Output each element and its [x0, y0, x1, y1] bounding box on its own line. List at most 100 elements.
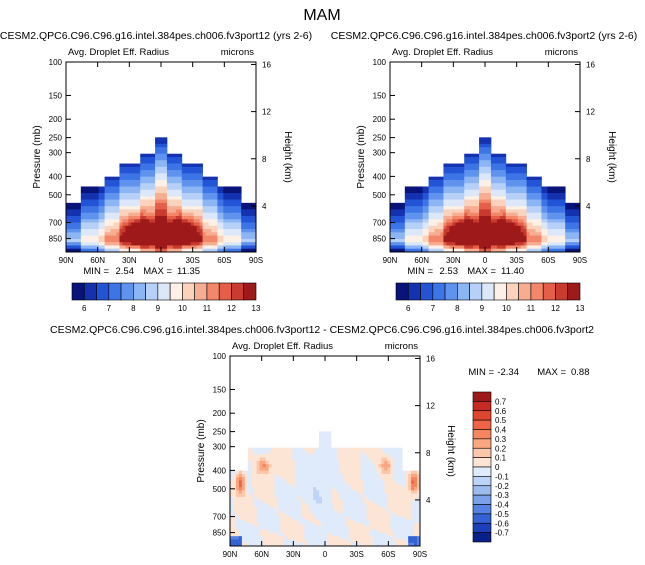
- field-cell: [161, 193, 165, 197]
- field-cell: [190, 235, 195, 240]
- field-cell: [149, 238, 153, 243]
- field-cell: [508, 212, 513, 217]
- field-cell: [327, 506, 332, 511]
- field-cell: [158, 225, 162, 230]
- field-cell: [351, 467, 356, 472]
- field-cell: [499, 222, 504, 227]
- field-cell: [190, 206, 195, 210]
- field-cell: [327, 519, 332, 524]
- field-cell: [553, 248, 557, 252]
- field-cell: [181, 219, 186, 223]
- field-cell: [205, 196, 209, 200]
- field-cell: [77, 212, 82, 217]
- field-cell: [178, 186, 183, 191]
- field-cell: [375, 490, 379, 494]
- field-cell: [304, 526, 308, 531]
- field-cell: [473, 212, 477, 217]
- field-cell: [372, 473, 376, 478]
- field-cell: [113, 229, 117, 233]
- field-cell: [86, 222, 91, 227]
- field-cell: [401, 242, 406, 246]
- field-cell: [238, 238, 242, 243]
- field-cell: [241, 506, 246, 511]
- field-cell: [232, 519, 237, 524]
- field-cell: [363, 516, 367, 521]
- field-cell: [556, 219, 560, 223]
- field-cell: [232, 523, 237, 527]
- field-cell: [292, 516, 296, 521]
- field-cell: [404, 242, 409, 246]
- field-cell: [161, 189, 165, 194]
- x-tick-label: 0: [159, 256, 164, 265]
- field-cell: [92, 215, 97, 220]
- field-cell: [357, 493, 362, 498]
- field-cell: [408, 470, 412, 475]
- field-cell: [333, 490, 338, 494]
- field-cell: [392, 219, 397, 223]
- field-cell: [562, 186, 566, 191]
- field-cell: [357, 509, 362, 514]
- field-cell: [384, 457, 388, 462]
- field-cell: [283, 526, 287, 531]
- field-cell: [360, 519, 364, 524]
- field-cell: [301, 480, 305, 485]
- field-cell: [443, 209, 447, 214]
- field-cell: [378, 470, 382, 475]
- field-cell: [396, 500, 400, 504]
- field-cell: [101, 196, 105, 200]
- field-cell: [393, 496, 397, 501]
- field-cell: [333, 536, 338, 540]
- field-cell: [336, 493, 341, 498]
- field-cell: [333, 539, 338, 544]
- field-cell: [387, 536, 391, 540]
- field-cell: [274, 500, 278, 504]
- field-cell: [274, 509, 278, 514]
- field-cell: [422, 238, 427, 243]
- field-cell: [196, 170, 200, 174]
- field-cell: [511, 170, 516, 174]
- field-cell: [428, 179, 432, 184]
- field-cell: [502, 189, 507, 194]
- field-cell: [271, 542, 275, 546]
- field-cell: [232, 506, 237, 511]
- field-cell: [131, 222, 135, 227]
- field-cell: [298, 480, 302, 485]
- field-cell: [223, 229, 227, 233]
- field-cell: [407, 186, 412, 191]
- field-cell: [80, 225, 85, 230]
- field-cell: [119, 166, 123, 171]
- field-cell: [505, 202, 510, 207]
- field-cell: [517, 229, 522, 233]
- field-cell: [178, 153, 183, 158]
- field-cell: [253, 500, 258, 504]
- field-cell: [342, 509, 347, 514]
- field-cell: [316, 513, 320, 517]
- field-cell: [202, 209, 206, 214]
- field-cell: [363, 519, 367, 524]
- field-cell: [526, 193, 530, 197]
- field-cell: [322, 447, 326, 452]
- field-cell: [289, 487, 293, 491]
- field-cell: [310, 480, 314, 485]
- field-cell: [175, 160, 180, 164]
- field-cell: [241, 519, 246, 524]
- field-cell: [122, 206, 126, 210]
- field-cell: [434, 186, 438, 191]
- field-cell: [74, 245, 79, 250]
- field-cell: [437, 212, 441, 217]
- field-cell: [428, 196, 432, 200]
- field-cell: [143, 160, 147, 164]
- field-cell: [161, 238, 165, 243]
- field-cell: [214, 176, 218, 181]
- field-cell: [128, 170, 132, 174]
- field-cell: [89, 245, 94, 250]
- field-cell: [319, 503, 323, 508]
- field-cell: [517, 232, 522, 237]
- field-cell: [360, 473, 364, 478]
- field-cell: [184, 163, 189, 168]
- field-cell: [131, 212, 135, 217]
- field-cell: [199, 215, 203, 220]
- field-cell: [277, 490, 281, 494]
- field-cell: [71, 202, 76, 207]
- field-cell: [241, 232, 245, 237]
